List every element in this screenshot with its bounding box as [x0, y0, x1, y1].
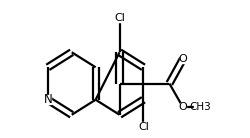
Bar	[44, 95, 51, 104]
Bar	[180, 55, 186, 63]
Text: CH3: CH3	[189, 102, 211, 112]
Text: Cl: Cl	[114, 13, 125, 23]
Bar	[113, 13, 126, 22]
Text: Cl: Cl	[138, 122, 149, 132]
Text: O: O	[179, 102, 188, 112]
Text: O: O	[179, 54, 188, 64]
Bar	[180, 103, 186, 112]
Bar	[194, 103, 206, 112]
Text: N: N	[44, 93, 52, 106]
Bar	[136, 122, 150, 132]
